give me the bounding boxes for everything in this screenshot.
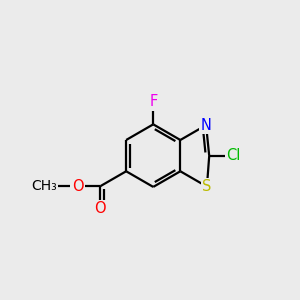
Text: S: S	[202, 179, 212, 194]
Text: CH₃: CH₃	[31, 179, 57, 193]
Text: Cl: Cl	[226, 148, 241, 164]
Text: N: N	[201, 118, 212, 133]
Text: F: F	[149, 94, 158, 109]
Text: O: O	[72, 178, 84, 194]
Text: O: O	[94, 201, 106, 216]
